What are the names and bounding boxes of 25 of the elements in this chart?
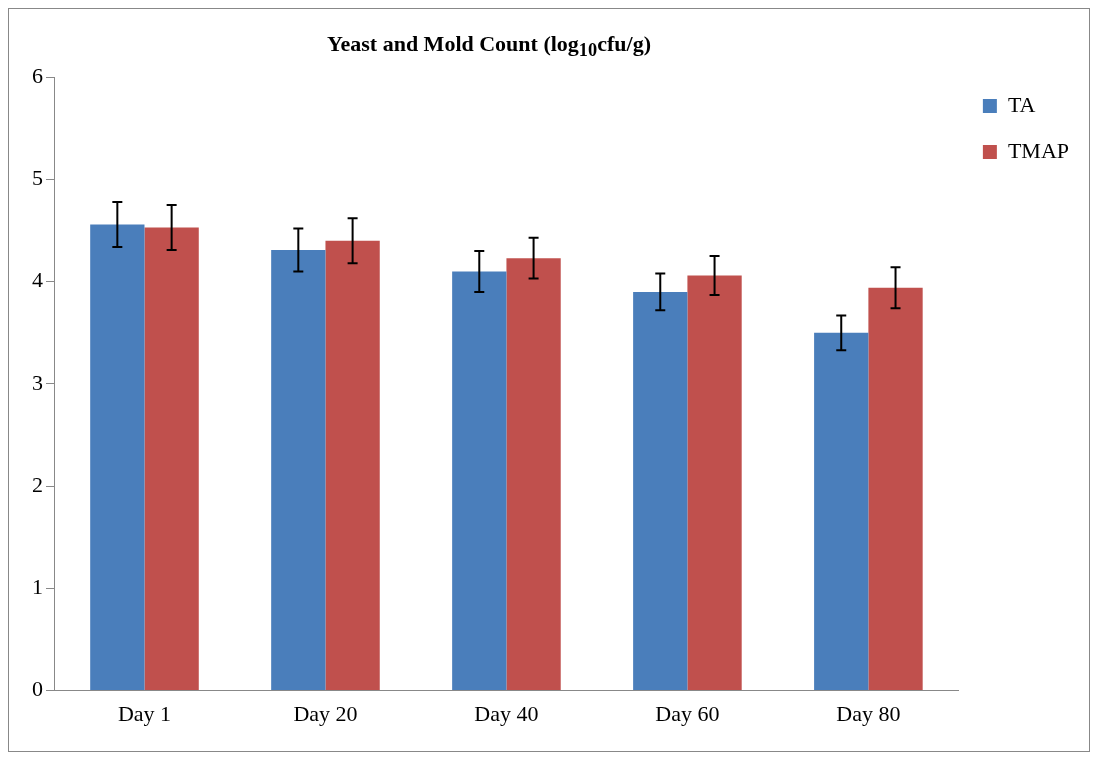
x-tick-label: Day 20 [293, 700, 358, 726]
legend-label: TMAP [1007, 138, 1069, 164]
bar [868, 288, 923, 691]
x-tick-label: Day 80 [836, 700, 901, 726]
y-tick-label: 4 [32, 267, 43, 293]
bar [452, 271, 507, 691]
x-tick-label: Day 1 [117, 700, 172, 726]
legend-label: TA [1007, 92, 1036, 118]
y-tick-label: 6 [32, 63, 43, 89]
bar [506, 258, 561, 691]
bar [90, 224, 145, 691]
bar [144, 227, 199, 691]
chart-title: Yeast and Mold Count (log$_{10}$cfu/g) [326, 30, 652, 62]
bar [687, 275, 742, 691]
bar [633, 292, 688, 691]
x-tick-label: Day 40 [474, 700, 539, 726]
bar [271, 250, 326, 691]
bar [814, 333, 869, 691]
y-tick-label: 3 [32, 370, 43, 396]
bar [325, 241, 380, 691]
y-tick-label: 1 [32, 574, 43, 600]
y-tick-label: 5 [32, 165, 43, 191]
y-tick-label: 2 [32, 472, 43, 498]
y-tick-label: 0 [32, 676, 43, 702]
x-tick-label: Day 60 [655, 700, 720, 726]
